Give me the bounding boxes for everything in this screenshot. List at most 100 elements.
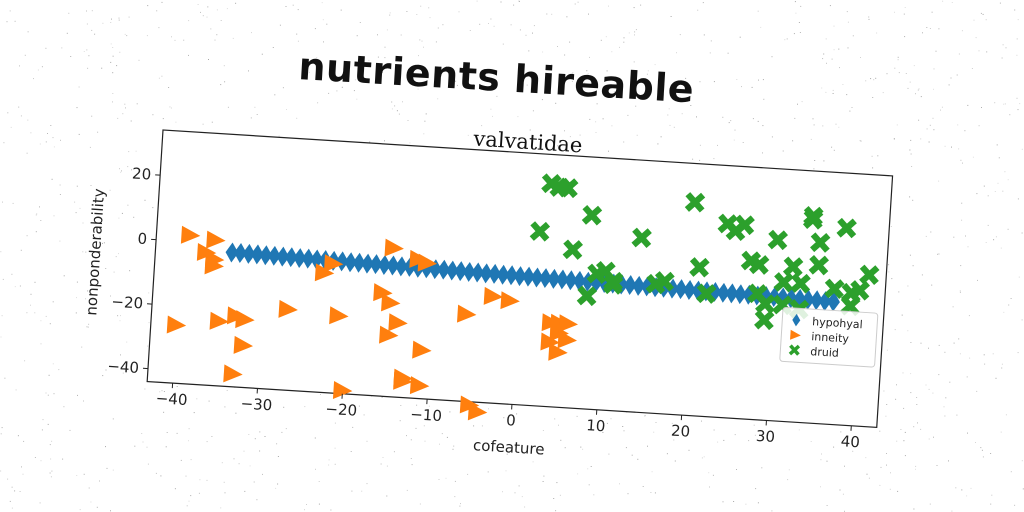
noise-dot <box>207 6 209 8</box>
noise-dot <box>125 107 126 109</box>
hypohyal-point <box>488 263 502 284</box>
noise-dot <box>138 59 140 61</box>
noise-dot <box>1007 228 1009 230</box>
noise-dot <box>793 33 795 35</box>
noise-dot <box>564 447 566 449</box>
noise-dot <box>757 10 759 12</box>
noise-dot <box>112 55 114 57</box>
noise-dot <box>339 78 341 79</box>
noise-dot <box>920 342 922 344</box>
noise-dot <box>202 123 204 125</box>
hypohyal-point <box>352 252 366 273</box>
noise-dot <box>579 134 581 136</box>
noise-dot <box>958 53 960 55</box>
noise-dot <box>628 32 630 34</box>
noise-dot <box>860 57 861 58</box>
noise-dot <box>890 226 892 227</box>
noise-dot <box>146 35 148 37</box>
hypohyal-point <box>564 270 578 291</box>
druid-point <box>562 239 583 260</box>
noise-dot <box>68 12 70 14</box>
noise-dot <box>190 459 192 461</box>
noise-dot <box>492 115 493 117</box>
hypohyal-point <box>267 245 281 266</box>
noise-dot <box>11 486 13 488</box>
noise-dot <box>911 166 913 167</box>
noise-dot <box>174 392 176 394</box>
noise-dot <box>500 1 502 3</box>
noise-dot <box>21 466 22 468</box>
noise-dot <box>1005 414 1007 416</box>
noise-dot <box>60 139 61 141</box>
druid-point <box>849 280 871 301</box>
noise-dot <box>70 56 72 57</box>
noise-dot <box>915 465 917 467</box>
noise-dot <box>679 34 681 36</box>
noise-dot <box>45 315 47 317</box>
chart-figure: valvatidae −40 −30 −20 −10 0 10 20 30 40 −40−200… <box>82 126 894 459</box>
noise-dot <box>419 39 421 41</box>
noise-dot <box>668 108 670 110</box>
noise-dot <box>985 19 987 21</box>
noise-dot <box>352 426 354 428</box>
noise-dot <box>915 93 916 95</box>
noise-dot <box>128 16 130 18</box>
noise-dot <box>34 312 36 314</box>
noise-dot <box>960 159 962 161</box>
noise-dot <box>990 503 992 505</box>
x-tick-label: −10 <box>410 405 443 425</box>
y-axis: −40 −20 0 20 <box>107 164 161 377</box>
noise-dot <box>542 430 544 431</box>
noise-dot <box>356 98 358 100</box>
noise-dot <box>897 56 899 58</box>
noise-dot <box>459 505 461 507</box>
noise-dot <box>606 422 608 424</box>
noise-dot <box>449 411 451 413</box>
noise-dot <box>88 323 90 325</box>
druid-point <box>747 283 768 304</box>
noise-dot <box>982 13 984 15</box>
noise-dot <box>916 397 918 398</box>
noise-dot <box>713 429 715 431</box>
noise-dot <box>904 431 906 433</box>
noise-dot <box>713 81 715 83</box>
druid-point <box>696 283 717 304</box>
noise-dot <box>163 391 165 392</box>
druid-point <box>836 217 857 239</box>
hypohyal-point <box>513 266 527 287</box>
noise-dot <box>393 451 395 453</box>
noise-dot <box>967 246 969 248</box>
noise-dot <box>798 22 800 23</box>
noise-dot <box>710 40 712 42</box>
noise-dot <box>0 251 2 253</box>
noise-dot <box>454 480 456 482</box>
noise-dot <box>285 428 287 430</box>
noise-dot <box>928 141 930 143</box>
noise-dot <box>1009 114 1011 116</box>
noise-dot <box>955 487 957 489</box>
noise-dot <box>975 37 977 39</box>
noise-dot <box>366 440 368 442</box>
noise-dot <box>842 84 844 85</box>
noise-dot <box>354 79 356 81</box>
noise-dot <box>10 126 12 128</box>
noise-dot <box>758 79 759 81</box>
noise-dot <box>709 486 710 488</box>
noise-dot <box>86 326 88 328</box>
noise-dot <box>50 458 52 460</box>
noise-dot <box>85 298 86 300</box>
inneity-point <box>384 238 404 257</box>
noise-dot <box>983 354 985 356</box>
noise-dot <box>2 278 4 280</box>
noise-dot <box>915 468 916 470</box>
noise-dot <box>381 71 383 73</box>
noise-dot <box>912 199 914 201</box>
noise-dot <box>701 420 702 422</box>
noise-dot <box>340 9 342 11</box>
noise-dot <box>554 418 556 420</box>
noise-dot <box>216 9 218 11</box>
noise-dot <box>423 133 425 135</box>
noise-dot <box>956 414 958 416</box>
noise-dot <box>526 84 528 86</box>
noise-dot <box>551 64 553 66</box>
